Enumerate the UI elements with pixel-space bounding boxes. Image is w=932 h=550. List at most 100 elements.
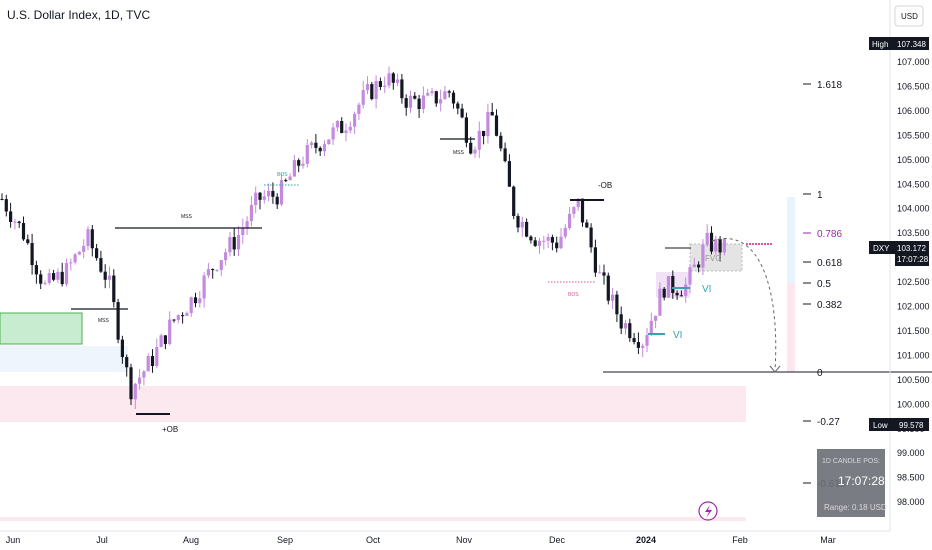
candle-body (198, 298, 202, 304)
demand-zone (0, 312, 83, 345)
candle-body (559, 236, 563, 249)
time-tick-7: 2024 (636, 535, 656, 545)
last-symbol-tag (869, 241, 895, 254)
candle-body (17, 221, 21, 224)
candle-body (34, 265, 38, 275)
candle-body (628, 323, 632, 339)
candle-body (568, 213, 572, 228)
candle-body (211, 269, 215, 271)
candle-body (95, 248, 99, 259)
candle-body (13, 221, 17, 223)
price-tick-1: 106.500 (897, 81, 930, 91)
candle-body (138, 377, 142, 384)
candle-body (632, 338, 636, 343)
candle-body (671, 275, 675, 293)
candle-body (658, 288, 662, 316)
currency-button[interactable] (894, 5, 924, 27)
candle-body (451, 92, 456, 104)
low-tag (895, 418, 929, 431)
price-tick-18: 98.000 (897, 497, 925, 507)
candle-body (365, 84, 370, 91)
price-tick-2: 106.000 (897, 106, 930, 116)
candle-body (327, 139, 331, 145)
candle-body (267, 191, 271, 197)
projection-bar-pink (787, 283, 795, 372)
candle-widget (817, 449, 885, 517)
candle-body (447, 91, 451, 93)
projection-bar-blue (787, 197, 795, 283)
candle-body (90, 229, 94, 249)
price-tick-7: 103.500 (897, 228, 930, 238)
bos-label-dec: BOS (568, 292, 579, 298)
candle-body (224, 252, 228, 261)
projection-arrow (711, 238, 777, 371)
low-label: Low (873, 421, 888, 430)
countdown: 17:07:28 (897, 255, 929, 264)
candle-body (550, 237, 554, 243)
price-tick-16: 99.000 (897, 448, 925, 458)
candle-body (378, 81, 382, 88)
candle-body (82, 245, 86, 252)
time-tick-1: Jul (96, 535, 108, 545)
candle-body (107, 275, 112, 280)
candle-body (460, 108, 464, 118)
candle-body (181, 315, 185, 317)
candle-body (262, 196, 266, 200)
lightning-glyph (705, 505, 712, 518)
candle-body (585, 222, 589, 228)
candle-body (288, 176, 292, 181)
fib-label-6: 0 (817, 368, 823, 379)
candle-body (679, 295, 683, 297)
candle-body (215, 269, 219, 271)
candle-body (370, 84, 374, 100)
price-tick-12: 101.000 (897, 350, 930, 360)
candle-body (649, 320, 653, 336)
candle-body (129, 367, 133, 400)
candle-body (615, 294, 619, 315)
candle-body (172, 319, 176, 321)
time-ticks-layer: Jun Jul Aug Sep Oct Nov Dec 2024 Feb Mar (6, 535, 836, 545)
time-tick-4: Oct (366, 535, 381, 545)
candle-body (692, 264, 696, 268)
bos-label-aug: BOS (277, 172, 288, 178)
candle-body (361, 90, 365, 105)
candle-widget-time: 17:07:28 (838, 474, 885, 488)
price-tick-5: 104.500 (897, 179, 930, 189)
price-tick-9: 102.500 (897, 277, 930, 287)
candle-body (322, 144, 327, 152)
candle-body (30, 243, 34, 266)
candle-body (112, 275, 116, 303)
candle-body (254, 192, 258, 206)
candle-body (525, 221, 529, 237)
candle-body (529, 236, 533, 241)
candle-body (43, 282, 47, 284)
fib-label-5: 0.382 (817, 300, 842, 311)
candle-body (413, 95, 417, 99)
candle-body (357, 104, 361, 114)
candle-body (159, 335, 163, 347)
candle-body (21, 223, 26, 240)
candle-body (9, 211, 13, 222)
pink-zone (0, 386, 746, 422)
candle-body (645, 335, 649, 346)
mss-label-june: MSS (98, 318, 110, 324)
fvg-label: FVG (705, 254, 721, 263)
fib-label-7: -0.27 (817, 417, 840, 428)
candle-body (4, 199, 8, 212)
candle-body (146, 356, 150, 372)
candle-body (99, 258, 103, 272)
candle-body (185, 313, 189, 316)
high-tag-label (869, 37, 895, 50)
fib-label-4: 0.5 (817, 279, 831, 290)
mss-label-oct: MSS (453, 150, 465, 156)
candle-body (417, 98, 421, 110)
candle-body (490, 111, 494, 116)
candle-body (64, 263, 69, 285)
candle-body (202, 275, 206, 299)
candle-body (499, 135, 503, 149)
low-tag-label (869, 418, 895, 431)
candle-body (619, 314, 623, 329)
mss-label-july: MSS (181, 214, 193, 220)
candle-body (279, 180, 284, 205)
